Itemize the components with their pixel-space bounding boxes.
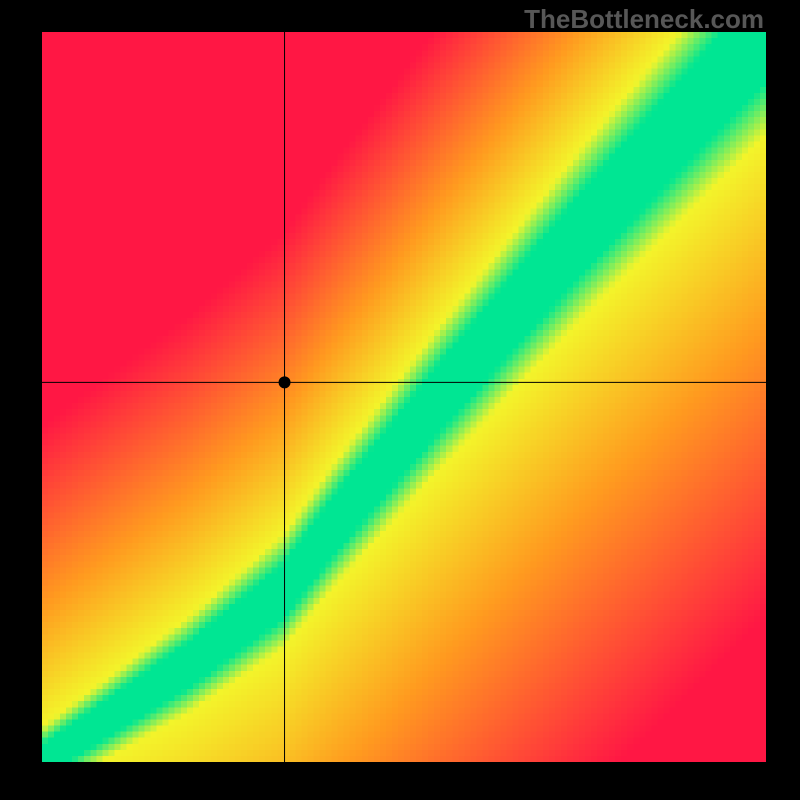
watermark-text: TheBottleneck.com: [524, 4, 764, 35]
plot-area: [42, 32, 766, 762]
bottleneck-heatmap: [42, 32, 766, 762]
